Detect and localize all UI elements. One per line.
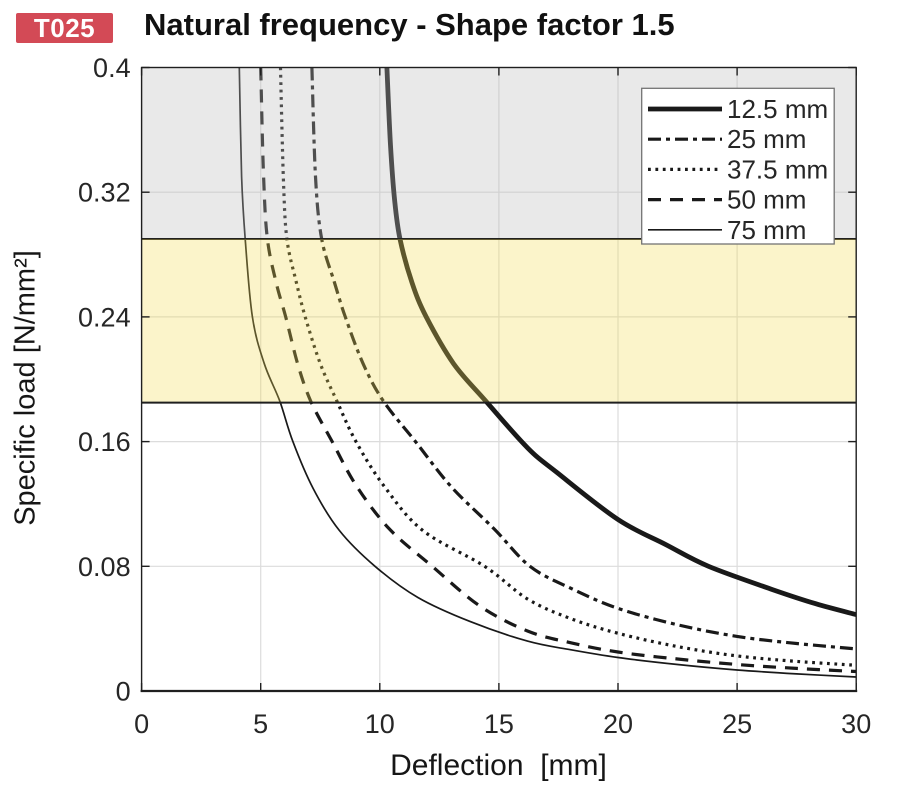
- curves: [238, 67, 857, 678]
- curve-25-mm: [310, 67, 857, 651]
- y-tick-label: 0.16: [78, 427, 131, 457]
- x-tick-label: 10: [365, 709, 395, 739]
- legend-label: 37.5 mm: [727, 154, 828, 184]
- x-tick-label: 20: [603, 709, 633, 739]
- curve-12-5-mm: [384, 67, 857, 617]
- x-axis-label: Deflection [mm]: [390, 749, 607, 782]
- legend-item: 37.5 mm: [648, 154, 828, 184]
- x-tick-labels: 0 5 10 15 20 25 30: [134, 709, 871, 739]
- legend-label: 75 mm: [727, 215, 806, 245]
- curve-50-mm: [259, 67, 857, 674]
- legend-item: 50 mm: [648, 185, 806, 215]
- legend-label: 25 mm: [727, 124, 806, 154]
- legend-box: [641, 87, 835, 245]
- band-middle-yellow: [141, 238, 857, 403]
- legend-label: 12.5 mm: [727, 94, 828, 124]
- x-tick-label: 15: [484, 709, 514, 739]
- y-tick-label: 0.24: [78, 302, 131, 332]
- doc-code-badge: T025: [16, 13, 113, 43]
- x-tick-label: 5: [253, 709, 268, 739]
- legend-item: 25 mm: [648, 124, 806, 154]
- y-tick-label: 0.32: [78, 178, 131, 208]
- y-tick-label: 0.08: [78, 552, 131, 582]
- legend-item: 75 mm: [648, 215, 806, 245]
- legend-item: 12.5 mm: [648, 94, 828, 124]
- curve-75-mm: [238, 67, 857, 678]
- x-tick-label: 30: [841, 709, 871, 739]
- chart-title: Natural frequency - Shape factor 1.5: [144, 7, 675, 42]
- y-tick-label: 0.4: [93, 53, 131, 83]
- legend-label: 50 mm: [727, 185, 806, 215]
- curve-37-5-mm: [278, 67, 857, 667]
- y-tick-label: 0: [116, 677, 131, 707]
- y-tick-labels: 0 0.08 0.16 0.24 0.32 0.4: [78, 53, 131, 707]
- x-tick-label: 25: [722, 709, 752, 739]
- tick-marks: [140, 66, 857, 692]
- grid-lines: [141, 67, 857, 691]
- x-tick-label: 0: [134, 709, 149, 739]
